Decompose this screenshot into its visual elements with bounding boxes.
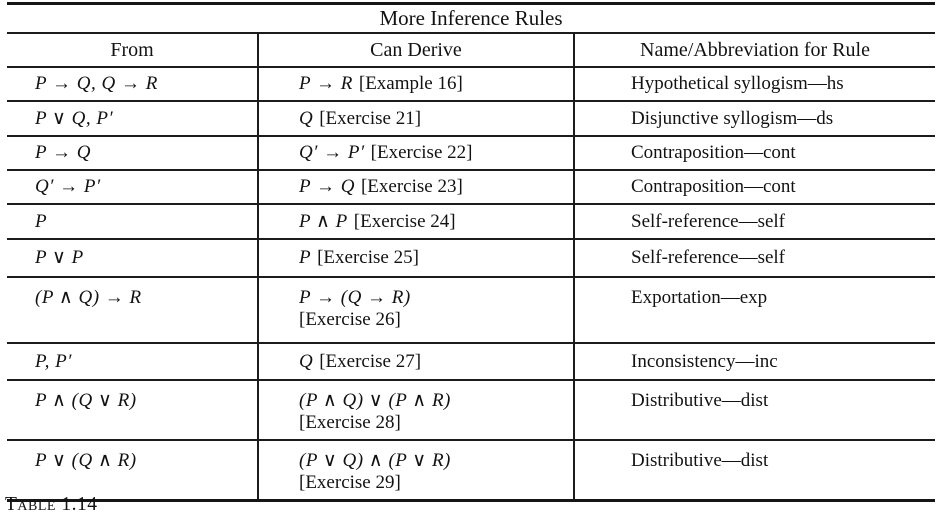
- from-cell: P ∨ (Q ∧ R): [7, 441, 259, 499]
- rule-name-cell: Contraposition—cont: [631, 176, 796, 197]
- reference-note: [Example 16]: [358, 73, 463, 94]
- formula: P → (Q → R): [299, 287, 411, 308]
- formula: P: [299, 247, 312, 268]
- formula: P → Q: [35, 142, 91, 163]
- formula: Q′ → P′: [35, 176, 101, 197]
- from-cell: P, P′: [7, 344, 259, 379]
- table-row: (P ∧ Q) → R P → (Q → R) [Exercise 26] Ex…: [7, 278, 935, 344]
- table-row: P ∨ P P [Exercise 25] Self-reference—self: [7, 240, 935, 278]
- formula: Q′ → P′: [299, 142, 365, 163]
- rule-name-cell: Hypothetical syllogism—hs: [631, 73, 844, 94]
- rule-name-cell: Disjunctive syllogism—ds: [631, 107, 834, 129]
- rule-name-cell: Self-reference—self: [631, 247, 786, 268]
- derive-cell: P ∧ P [Exercise 24]: [259, 205, 575, 238]
- reference-note: [Exercise 27]: [319, 350, 422, 372]
- reference-note: [Exercise 21]: [319, 107, 422, 129]
- reference-note: [Exercise 25]: [317, 247, 419, 268]
- reference-note: [Exercise 22]: [370, 142, 473, 163]
- derive-cell: P → R [Example 16]: [259, 68, 575, 100]
- formula: P: [35, 210, 48, 232]
- inference-rules-table: More Inference Rules From Can Derive Nam…: [7, 2, 935, 502]
- from-cell: P ∧ (Q ∨ R): [7, 381, 259, 439]
- formula: P ∧ (Q ∨ R): [35, 390, 137, 411]
- rule-name-cell: Self-reference—self: [631, 210, 786, 232]
- column-header-name-abbreviation: Name/Abbreviation for Rule: [640, 39, 870, 61]
- table-title: More Inference Rules: [379, 6, 563, 30]
- reference-note: [Exercise 28]: [299, 412, 401, 433]
- column-header-can-derive: Can Derive: [259, 34, 575, 66]
- from-cell: P → Q: [7, 137, 259, 169]
- formula: P → Q, Q → R: [35, 73, 158, 94]
- derive-cell: (P ∨ Q) ∧ (P ∨ R) [Exercise 29]: [259, 441, 575, 499]
- table-row: P → Q Q′ → P′ [Exercise 22] Contrapositio…: [7, 137, 935, 171]
- rule-name-cell: Inconsistency—inc: [631, 350, 778, 372]
- from-cell: Q′ → P′: [7, 171, 259, 203]
- table-row: P ∨ (Q ∧ R) (P ∨ Q) ∧ (P ∨ R) [Exercise …: [7, 441, 935, 502]
- derive-cell: (P ∧ Q) ∨ (P ∧ R) [Exercise 28]: [259, 381, 575, 439]
- reference-note: [Exercise 23]: [360, 176, 463, 197]
- from-cell: P: [7, 205, 259, 238]
- formula: Q: [299, 107, 314, 129]
- formula: P ∧ P: [299, 210, 348, 232]
- derive-cell: P [Exercise 25]: [259, 240, 575, 276]
- from-cell: P → Q, Q → R: [7, 68, 259, 100]
- rule-name-cell: Distributive—dist: [631, 390, 769, 411]
- formula: P ∨ (Q ∧ R): [35, 450, 137, 471]
- from-cell: (P ∧ Q) → R: [7, 278, 259, 342]
- derive-cell: P → (Q → R) [Exercise 26]: [259, 278, 575, 342]
- table-row: P → Q, Q → R P → R [Example 16] Hypotheti…: [7, 68, 935, 102]
- derive-cell: Q [Exercise 21]: [259, 102, 575, 135]
- rule-name-cell: Distributive—dist: [631, 450, 769, 471]
- table-header-row: From Can Derive Name/Abbreviation for Ru…: [7, 34, 935, 68]
- formula: P ∨ P: [35, 247, 84, 268]
- derive-cell: Q′ → P′ [Exercise 22]: [259, 137, 575, 169]
- formula: P → Q: [299, 176, 355, 197]
- reference-note: [Exercise 29]: [299, 472, 401, 493]
- formula: P, P′: [35, 350, 72, 372]
- table-row: P ∨ Q, P′ Q [Exercise 21] Disjunctive syl…: [7, 102, 935, 137]
- formula: P → R: [299, 73, 353, 94]
- derive-cell: P → Q [Exercise 23]: [259, 171, 575, 203]
- table-row: P ∧ (Q ∨ R) (P ∧ Q) ∨ (P ∧ R) [Exercise …: [7, 381, 935, 441]
- table-row: P, P′ Q [Exercise 27] Inconsistency—inc: [7, 344, 935, 381]
- formula: Q: [299, 350, 314, 372]
- table-caption: Table 1.14: [5, 494, 98, 515]
- rule-name-cell: Contraposition—cont: [631, 142, 796, 163]
- reference-note: [Exercise 24]: [353, 210, 456, 232]
- table-row: Q′ → P′ P → Q [Exercise 23] Contrapositio…: [7, 171, 935, 205]
- formula: (P ∧ Q) ∨ (P ∧ R): [299, 390, 451, 411]
- formula: (P ∨ Q) ∧ (P ∨ R): [299, 450, 451, 471]
- table-title-row: More Inference Rules: [7, 5, 935, 34]
- column-header-from: From: [7, 34, 259, 66]
- table-row: P P ∧ P [Exercise 24] Self-reference—self: [7, 205, 935, 240]
- reference-note: [Exercise 26]: [299, 309, 401, 330]
- formula: (P ∧ Q) → R: [35, 287, 142, 308]
- rule-name-cell: Exportation—exp: [631, 287, 768, 308]
- from-cell: P ∨ P: [7, 240, 259, 276]
- derive-cell: Q [Exercise 27]: [259, 344, 575, 379]
- formula: P ∨ Q, P′: [35, 107, 114, 129]
- from-cell: P ∨ Q, P′: [7, 102, 259, 135]
